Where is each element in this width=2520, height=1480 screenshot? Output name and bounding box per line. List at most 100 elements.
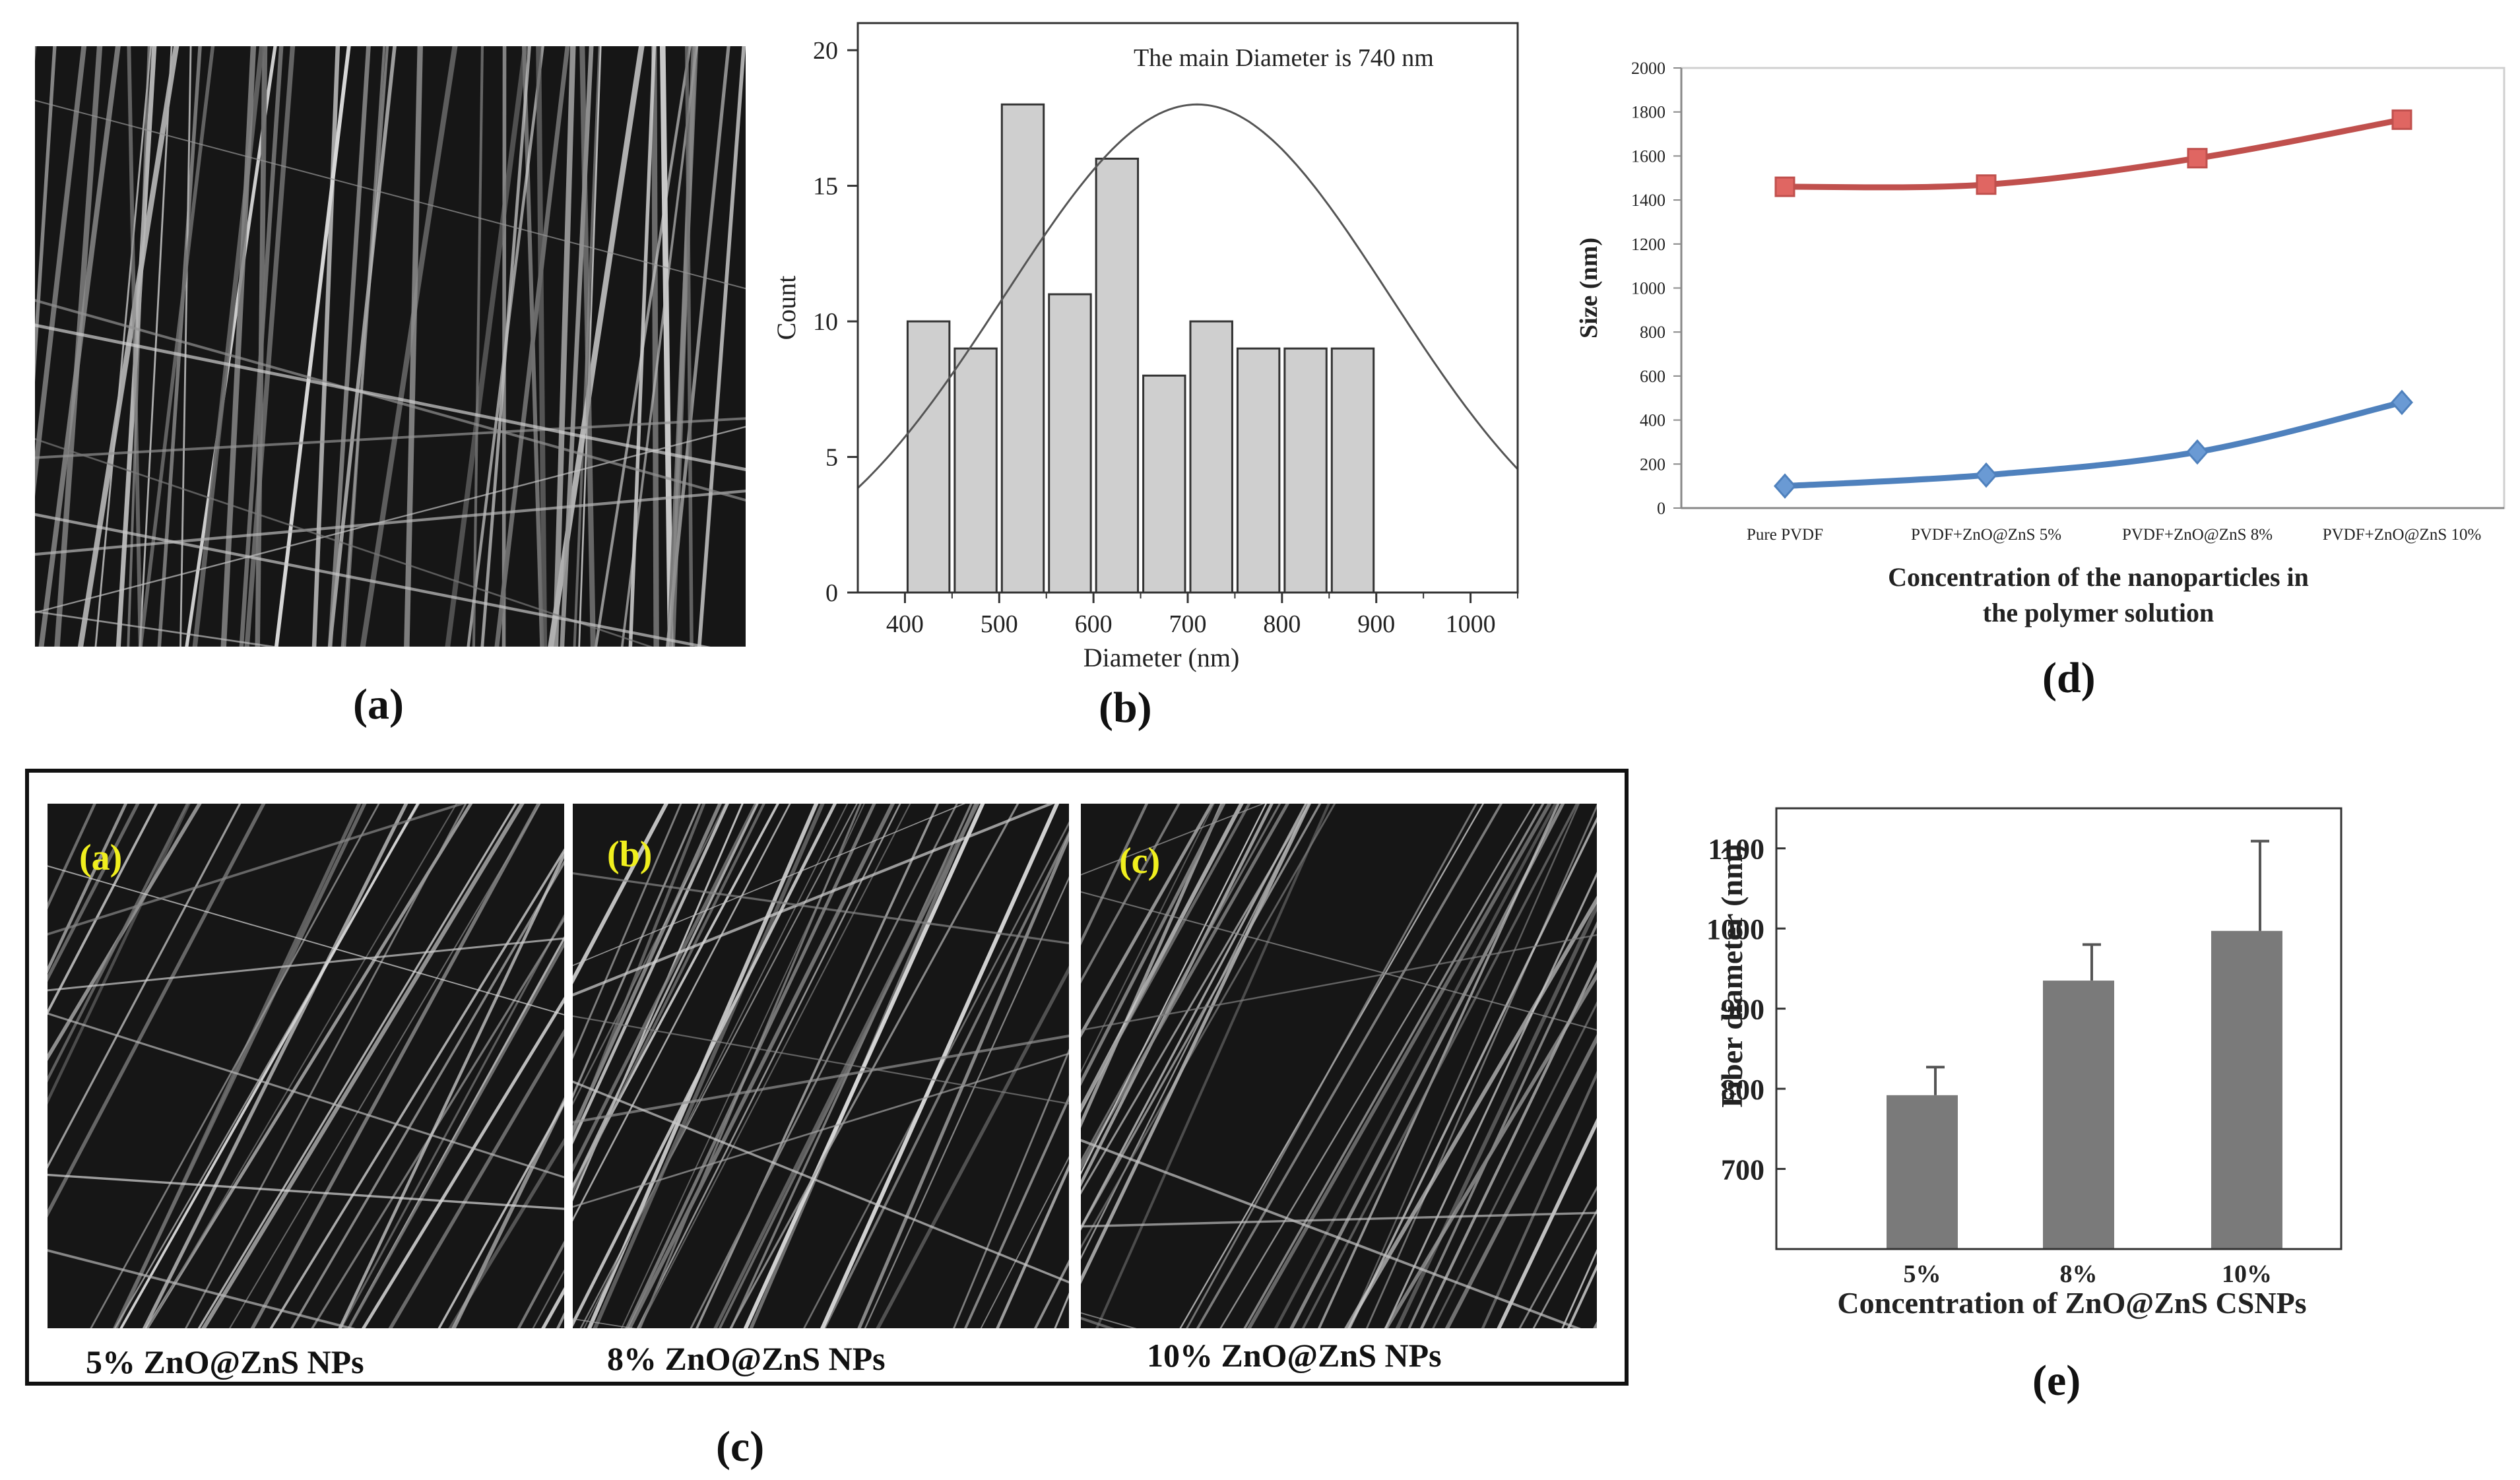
fiber xyxy=(1196,804,1503,1328)
y-tick-label: 700 xyxy=(1721,1154,1764,1186)
fiber xyxy=(220,46,257,647)
fiber xyxy=(583,804,849,1328)
fiber xyxy=(627,804,895,1328)
fiber xyxy=(1081,804,1322,1231)
fiber xyxy=(729,804,1019,1328)
fiber xyxy=(573,804,779,1189)
y-tick-label: 0 xyxy=(1657,499,1665,518)
panel-label-c: (c) xyxy=(716,1423,765,1471)
fiber xyxy=(517,1240,564,1328)
fiber xyxy=(651,46,659,647)
annotation-main-diameter: The main Diameter is 740 nm xyxy=(1134,44,1434,72)
x-tick-label: 8% xyxy=(2060,1260,2098,1288)
fiber xyxy=(328,46,397,647)
fiber xyxy=(628,46,657,647)
histogram-bar xyxy=(1330,347,1375,594)
fiber xyxy=(113,804,362,1328)
fiber xyxy=(573,804,706,1140)
histogram-bar xyxy=(1048,293,1092,594)
fiber xyxy=(552,46,576,647)
fiber xyxy=(229,804,541,1328)
fiber xyxy=(573,804,729,1145)
fiber xyxy=(35,46,57,383)
x-tick-label: PVDF+ZnO@ZnS 5% xyxy=(1911,526,2061,544)
fiber xyxy=(1081,804,1226,1087)
histogram-bar xyxy=(1142,374,1186,594)
fiber-group xyxy=(48,804,564,1328)
fiber xyxy=(636,804,901,1328)
fiber xyxy=(1586,804,1597,1328)
x-tick-label: 10% xyxy=(2222,1260,2272,1288)
fiber xyxy=(579,804,858,1328)
sem-image-c-a: (a) xyxy=(48,804,564,1328)
fiber xyxy=(685,46,694,647)
y-tick-label: 0 xyxy=(825,579,838,607)
fiber xyxy=(327,46,371,647)
fiber xyxy=(179,46,192,647)
fiber-cross xyxy=(48,1249,356,1328)
fiber xyxy=(593,804,825,1328)
fiber-group xyxy=(573,804,1069,1328)
fiber xyxy=(1365,804,1597,1328)
fiber xyxy=(1395,901,1597,1328)
fiber xyxy=(1081,804,1310,1260)
panel-label-b: (b) xyxy=(1099,684,1152,732)
y-tick-label: 1600 xyxy=(1631,146,1665,166)
fiber xyxy=(1186,804,1477,1328)
fiber xyxy=(1344,895,1597,1328)
fiber xyxy=(620,804,865,1328)
fiber xyxy=(1497,1118,1597,1328)
fiber-cross xyxy=(35,610,279,647)
fiber xyxy=(1246,804,1552,1328)
fiber-cross xyxy=(35,299,746,502)
fiber-cross xyxy=(573,804,966,967)
y-tick-label: 1200 xyxy=(1631,235,1665,254)
fiber xyxy=(659,46,674,647)
panel-c-frame xyxy=(25,769,1629,1386)
fiber-cross xyxy=(35,417,746,459)
fiber xyxy=(964,1095,1069,1328)
caption-c-b: 8% ZnO@ZnS NPs xyxy=(607,1340,886,1377)
x-tick-label: 600 xyxy=(1075,610,1113,638)
panel-label-a: (a) xyxy=(353,680,404,728)
fiber xyxy=(388,1029,564,1328)
fiber-cross xyxy=(1081,891,1597,1031)
fiber xyxy=(823,830,1069,1328)
data-point-square xyxy=(1976,174,1997,195)
fiber xyxy=(573,804,727,1106)
fiber xyxy=(445,46,529,647)
sublabel-a: (a) xyxy=(79,837,123,878)
histogram-bar xyxy=(1283,347,1328,594)
data-point-square xyxy=(2187,148,2208,169)
fiber xyxy=(239,46,284,647)
fiber-cross xyxy=(48,865,564,1015)
fiber xyxy=(1219,804,1535,1328)
sublabel-b: (b) xyxy=(607,834,653,875)
fiber-cross xyxy=(1081,1316,1115,1328)
fiber xyxy=(1081,804,1180,984)
fiber xyxy=(1532,1209,1597,1328)
fiber xyxy=(1561,1248,1597,1328)
fiber xyxy=(269,848,564,1328)
fiber xyxy=(1348,816,1597,1328)
y-tick-label: 1100 xyxy=(1708,833,1764,866)
fiber xyxy=(1407,921,1597,1328)
fiber xyxy=(343,46,386,647)
fiber-cross xyxy=(573,1052,1069,1208)
y-tick-label: 10 xyxy=(813,308,838,336)
fiber xyxy=(573,804,682,1060)
fiber-cross xyxy=(1081,804,1265,876)
fiber xyxy=(48,804,140,982)
x-tick-label: PVDF+ZnO@ZnS 10% xyxy=(2323,526,2482,544)
y-tick-label: 200 xyxy=(1640,455,1665,474)
fiber xyxy=(142,804,408,1328)
fiber xyxy=(48,804,158,1015)
fiber xyxy=(139,46,173,647)
fiber xyxy=(119,804,420,1328)
fiber xyxy=(670,46,697,647)
plot-frame xyxy=(1775,807,2342,1250)
fiber xyxy=(311,917,564,1328)
series-line-upper xyxy=(1784,116,2403,191)
fiber-cross xyxy=(573,872,1069,945)
fiber xyxy=(1518,1186,1597,1328)
